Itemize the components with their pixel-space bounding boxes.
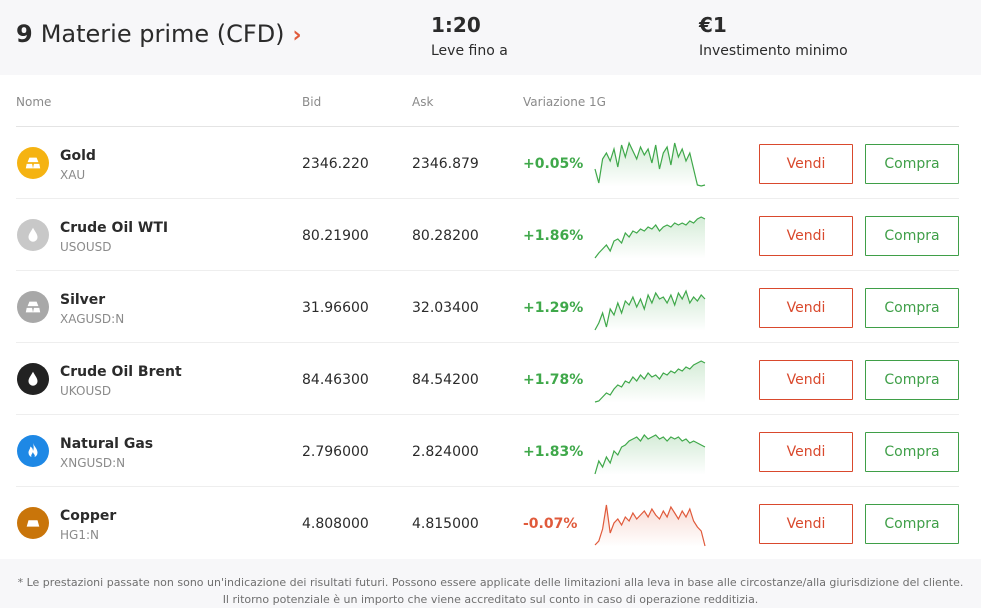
silver-bar-icon [17,291,49,323]
instruments-table: Nome Bid Ask Variazione 1G Gold XAU 2346… [0,75,981,559]
bid-price: 2.796000 [302,444,369,460]
sparkline-line [594,504,706,547]
buy-button[interactable]: Compra [865,216,959,256]
buy-button[interactable]: Compra [865,288,959,328]
leverage-stat: 1:20 Leve fino a [431,13,508,59]
gold-bar-icon [17,147,49,179]
flame-icon [17,435,49,467]
sell-button[interactable]: Vendi [759,504,853,544]
bid-price: 84.46300 [302,372,369,388]
chevron-right-icon[interactable]: › [292,23,302,48]
buy-button[interactable]: Compra [865,144,959,184]
category-title[interactable]: 9 Materie prime (CFD) › [16,20,302,48]
table-row[interactable]: Copper HG1:N 4.808000 4.815000 -0.07% Ve… [16,487,959,559]
column-name: Nome [16,95,52,109]
instrument-name[interactable]: Silver [60,292,106,308]
ask-price: 32.03400 [412,300,479,316]
page-title[interactable]: Materie prime (CFD) [40,20,285,48]
leverage-value: 1:20 [431,13,481,37]
table-row[interactable]: Gold XAU 2346.220 2346.879 +0.05% Vendi … [16,127,959,199]
sparkline-line [594,216,706,259]
sparkline-area [595,505,705,547]
bid-price: 4.808000 [302,516,369,532]
instrument-name[interactable]: Crude Oil WTI [60,220,169,236]
sell-button[interactable]: Vendi [759,288,853,328]
sparkline-chart [594,434,706,475]
instrument-name[interactable]: Copper [60,508,117,524]
disclaimer: * Le prestazioni passate non sono un'ind… [0,574,981,608]
bid-price: 2346.220 [302,156,369,172]
min-investment-value: €1 [699,13,727,37]
instrument-count: 9 [16,20,33,48]
instrument-symbol: XNGUSD:N [60,456,126,470]
sparkline-area [595,217,705,259]
disclaimer-line-2: Il ritorno potenziale è un importo che v… [222,593,759,606]
table-row[interactable]: Silver XAGUSD:N 31.96600 32.03400 +1.29%… [16,271,959,343]
instrument-name[interactable]: Gold [60,148,96,164]
page-header: 9 Materie prime (CFD) › 1:20 Leve fino a… [0,0,981,75]
sparkline-area [595,361,705,403]
table-row[interactable]: Natural Gas XNGUSD:N 2.796000 2.824000 +… [16,415,959,487]
ask-price: 2346.879 [412,156,479,172]
instrument-symbol: XAGUSD:N [60,312,125,326]
sparkline-line [594,434,706,475]
column-bid: Bid [302,95,322,109]
sparkline-chart [594,141,706,187]
sparkline-line [594,360,706,403]
sell-button[interactable]: Vendi [759,360,853,400]
disclaimer-line-1: * Le prestazioni passate non sono un'ind… [17,576,964,589]
sparkline-area [595,291,705,331]
daily-change: +0.05% [523,156,584,172]
column-change: Variazione 1G [523,95,606,109]
leverage-label: Leve fino a [431,43,508,59]
buy-button[interactable]: Compra [865,504,959,544]
sparkline-area [595,143,705,187]
daily-change: -0.07% [523,516,578,532]
table-header: Nome Bid Ask Variazione 1G [16,75,959,127]
ask-price: 2.824000 [412,444,479,460]
sell-button[interactable]: Vendi [759,144,853,184]
instrument-name[interactable]: Crude Oil Brent [60,364,182,380]
sell-button[interactable]: Vendi [759,432,853,472]
daily-change: +1.78% [523,372,584,388]
sparkline-line [594,289,706,331]
ask-price: 4.815000 [412,516,479,532]
min-investment-stat: €1 Investimento minimo [699,13,848,59]
daily-change: +1.83% [523,444,584,460]
min-investment-label: Investimento minimo [699,43,848,59]
sparkline-line [594,141,706,187]
sparkline-chart [594,289,706,331]
buy-button[interactable]: Compra [865,360,959,400]
bid-price: 31.96600 [302,300,369,316]
sell-button[interactable]: Vendi [759,216,853,256]
sparkline-chart [594,360,706,403]
oil-drop-icon [17,363,49,395]
oil-drop-icon [17,219,49,251]
copper-bar-icon [17,507,49,539]
sparkline-area [595,435,705,475]
sparkline-chart [594,504,706,547]
buy-button[interactable]: Compra [865,432,959,472]
instrument-symbol: XAU [60,168,86,182]
instrument-name[interactable]: Natural Gas [60,436,154,452]
instrument-symbol: UKOUSD [60,384,112,398]
instrument-symbol: HG1:N [60,528,99,542]
daily-change: +1.29% [523,300,584,316]
table-row[interactable]: Crude Oil WTI USOUSD 80.21900 80.28200 +… [16,199,959,271]
column-ask: Ask [412,95,434,109]
instrument-symbol: USOUSD [60,240,112,254]
bid-price: 80.21900 [302,228,369,244]
sparkline-chart [594,216,706,259]
ask-price: 80.28200 [412,228,479,244]
daily-change: +1.86% [523,228,584,244]
table-row[interactable]: Crude Oil Brent UKOUSD 84.46300 84.54200… [16,343,959,415]
ask-price: 84.54200 [412,372,479,388]
